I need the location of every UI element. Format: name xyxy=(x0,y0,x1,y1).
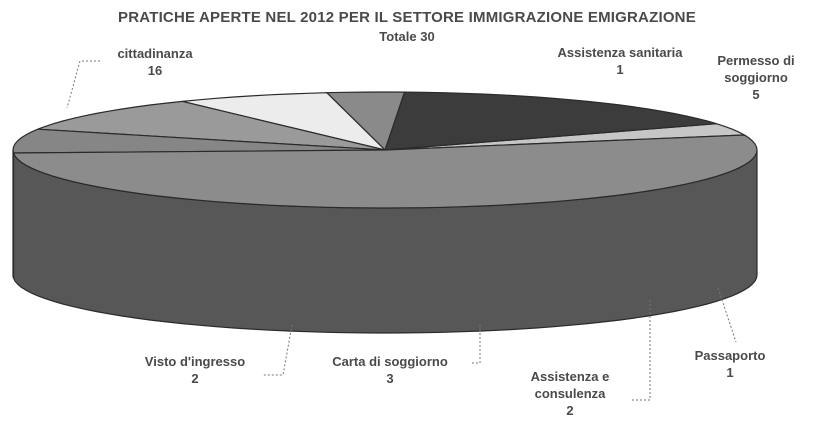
label-assistenza-sanitaria-value: 1 xyxy=(616,62,624,77)
label-assistenza-sanitaria: Assistenza sanitaria 1 xyxy=(530,44,710,78)
chart-subtitle: Totale 30 xyxy=(379,29,435,44)
slice-visto-d-ingresso xyxy=(12,128,386,154)
label-carta-soggiorno-value: 3 xyxy=(386,371,394,386)
slice-assistenza-e-consulenza xyxy=(182,92,387,152)
slice-carta-soggiorno-leader xyxy=(470,325,481,364)
label-permesso-soggiorno-name: Permesso di soggiorno xyxy=(717,53,795,85)
label-permesso-soggiorno-value: 5 xyxy=(752,87,760,102)
label-cittadinanza: cittadinanza 16 xyxy=(95,45,215,79)
label-assistenza-sanitaria-name: Assistenza sanitaria xyxy=(557,45,683,60)
label-carta-soggiorno-name: Carta di soggiorno xyxy=(332,354,448,369)
slice-cittadinanza-leader xyxy=(66,60,100,109)
label-passaporto-name: Passaporto xyxy=(694,348,766,363)
label-cittadinanza-name: cittadinanza xyxy=(117,46,193,61)
chart-title: PRATICHE APERTE NEL 2012 PER IL SETTORE … xyxy=(118,9,696,26)
label-visto-ingresso-value: 2 xyxy=(191,371,199,386)
slice-visto-ingresso-leader xyxy=(262,324,293,376)
slice-carta-di-soggiorno xyxy=(37,100,386,151)
slice-passaporto-leader xyxy=(717,287,737,343)
slice-permesso-di-soggiorno xyxy=(384,91,717,151)
label-assistenza-consulenza-value: 2 xyxy=(566,403,574,418)
label-visto-ingresso: Visto d'ingresso 2 xyxy=(120,353,270,387)
label-visto-ingresso-name: Visto d'ingresso xyxy=(144,354,246,369)
label-cittadinanza-value: 16 xyxy=(147,63,163,78)
label-passaporto: Passaporto 1 xyxy=(680,347,780,381)
label-assistenza-consulenza-name: Assistenza e consulenza xyxy=(530,369,610,401)
label-passaporto-value: 1 xyxy=(726,365,734,380)
label-permesso-soggiorno: Permesso di soggiorno 5 xyxy=(708,52,804,103)
label-assistenza-consulenza: Assistenza e consulenza 2 xyxy=(510,368,630,419)
slice-cittadinanza xyxy=(12,134,758,209)
slice-assistenza-consulenza-leader xyxy=(630,300,651,401)
label-carta-soggiorno: Carta di soggiorno 3 xyxy=(305,353,475,387)
